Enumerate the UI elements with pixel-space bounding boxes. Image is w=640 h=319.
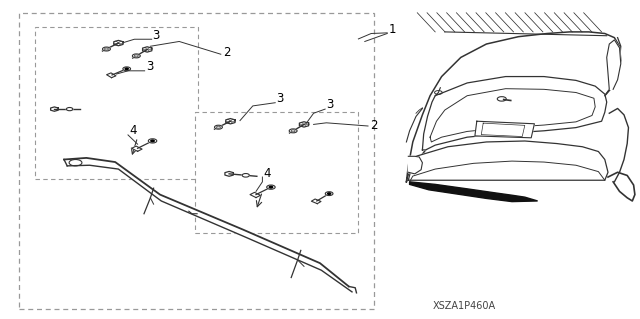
Bar <box>19 13 374 309</box>
Circle shape <box>151 140 154 142</box>
Polygon shape <box>312 199 321 204</box>
Circle shape <box>267 185 275 189</box>
Text: 2: 2 <box>370 119 378 132</box>
Text: 2: 2 <box>223 46 230 59</box>
Circle shape <box>269 186 273 188</box>
Circle shape <box>148 139 157 143</box>
Bar <box>35 27 198 179</box>
Polygon shape <box>406 32 621 182</box>
Circle shape <box>325 192 333 196</box>
Circle shape <box>123 67 131 71</box>
Polygon shape <box>408 156 422 174</box>
Text: XSZA1P460A: XSZA1P460A <box>433 301 495 311</box>
Circle shape <box>328 193 331 194</box>
Polygon shape <box>422 77 607 150</box>
Circle shape <box>125 68 128 70</box>
Polygon shape <box>410 182 538 202</box>
Polygon shape <box>475 121 534 138</box>
Polygon shape <box>408 141 608 180</box>
Text: 3: 3 <box>276 92 284 105</box>
Circle shape <box>102 47 110 51</box>
Polygon shape <box>226 119 235 124</box>
Polygon shape <box>114 41 123 46</box>
Text: 4: 4 <box>129 124 137 137</box>
Polygon shape <box>300 122 308 127</box>
Circle shape <box>132 54 140 58</box>
Circle shape <box>289 129 297 133</box>
Circle shape <box>214 125 222 129</box>
Bar <box>195 112 358 233</box>
Polygon shape <box>143 47 152 52</box>
Circle shape <box>242 174 250 177</box>
Text: 4: 4 <box>264 167 271 180</box>
Polygon shape <box>225 171 234 176</box>
Text: 3: 3 <box>326 99 334 111</box>
Polygon shape <box>51 107 58 111</box>
Polygon shape <box>64 158 352 292</box>
Polygon shape <box>132 146 142 151</box>
Polygon shape <box>607 40 621 89</box>
Polygon shape <box>107 73 116 78</box>
Circle shape <box>67 108 73 111</box>
Text: 3: 3 <box>152 29 160 42</box>
Text: 1: 1 <box>389 24 397 36</box>
Polygon shape <box>250 192 260 197</box>
Text: 3: 3 <box>146 60 154 73</box>
